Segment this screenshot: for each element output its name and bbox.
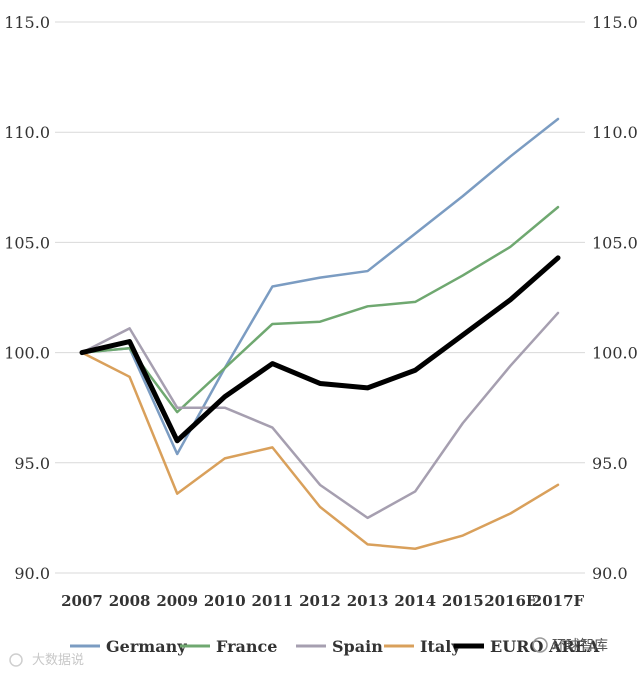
legend-label: France xyxy=(216,637,277,656)
x-tick-label: 2007 xyxy=(61,592,103,610)
x-tick-label: 2011 xyxy=(252,592,294,610)
x-tick-label: 2016F xyxy=(484,592,537,610)
x-tick-label: 2010 xyxy=(204,592,246,610)
x-tick-label: 2014 xyxy=(394,592,436,610)
y-tick-label-right: 100.0 xyxy=(592,344,638,363)
y-tick-label-right: 110.0 xyxy=(592,123,638,142)
y-tick-label-left: 90.0 xyxy=(14,564,50,583)
x-tick-label: 2015 xyxy=(442,592,484,610)
series-line-euro-area xyxy=(79,255,561,444)
weibo-icon xyxy=(9,653,23,667)
wechat-icon xyxy=(532,637,548,653)
y-tick-label-left: 100.0 xyxy=(4,344,50,363)
x-axis: 2007 2008 2009 2010 2011 2012 2013 2014 2015 2016… xyxy=(61,592,584,610)
series-line-spain xyxy=(80,311,560,520)
y-tick-label-right: 90.0 xyxy=(592,564,628,583)
watermark-right: 环球智库 xyxy=(532,637,608,654)
series-line-italy xyxy=(80,351,560,551)
y-tick-label-left: 95.0 xyxy=(14,454,50,473)
y-tick-label-right: 105.0 xyxy=(592,233,638,252)
y-tick-label-right: 115.0 xyxy=(592,13,638,32)
x-tick-label: 2017F xyxy=(532,592,585,610)
legend: Germany France Spain Italy EURO AREA xyxy=(70,637,600,656)
series-line-france xyxy=(80,205,560,414)
x-tick-label: 2008 xyxy=(109,592,151,610)
watermark-right-text: 环球智库 xyxy=(552,638,608,654)
watermark-left: 大数据说 xyxy=(9,653,84,668)
y-axis-right: 90.0 95.0 100.0 105.0 110.0 115.0 xyxy=(592,13,638,583)
y-tick-label-left: 115.0 xyxy=(4,13,50,32)
series-lines xyxy=(79,117,561,551)
x-tick-label: 2013 xyxy=(347,592,389,610)
legend-label: Spain xyxy=(332,637,383,656)
x-tick-label: 2009 xyxy=(156,592,198,610)
x-tick-label: 2012 xyxy=(299,592,341,610)
watermark-left-text: 大数据说 xyxy=(32,653,84,668)
y-tick-label-left: 105.0 xyxy=(4,233,50,252)
legend-label: EURO AREA xyxy=(490,637,600,656)
y-axis-left: 90.0 95.0 100.0 105.0 110.0 115.0 xyxy=(4,13,50,583)
y-tick-label-right: 95.0 xyxy=(592,454,628,473)
y-tick-label-left: 110.0 xyxy=(4,123,50,142)
legend-label: Germany xyxy=(106,637,187,656)
series-line-germany xyxy=(80,117,560,456)
legend-label: Italy xyxy=(420,637,461,656)
gridlines xyxy=(55,21,585,574)
